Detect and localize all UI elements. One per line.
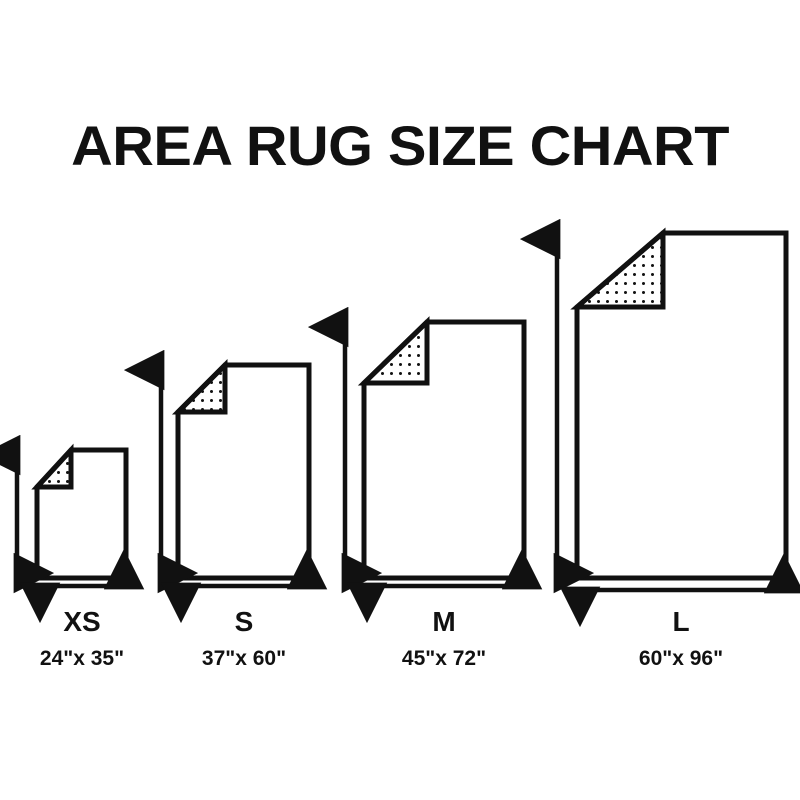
fold-backing-xs (31, 443, 74, 490)
size-label-m: M (432, 606, 455, 637)
size-dims-m: 45"x 72" (402, 647, 486, 670)
size-label-xs: XS (63, 606, 100, 637)
rug-figure-l: L 60"x 96" (519, 218, 800, 670)
fold-backing-m (357, 316, 430, 386)
size-label-l: L (672, 606, 689, 637)
fold-backing-s (171, 358, 228, 415)
size-label-s: S (235, 606, 254, 637)
rug-figure-s: S 37"x 60" (123, 349, 328, 670)
fold-backing-l (570, 227, 666, 310)
page-title: AREA RUG SIZE CHART (71, 114, 729, 177)
rug-figure-xs: XS 24"x 35" (0, 434, 145, 670)
size-dims-xs: 24"x 35" (40, 647, 124, 670)
rug-figure-m: M 45"x 72" (307, 306, 543, 670)
size-dims-l: 60"x 96" (639, 647, 723, 670)
size-dims-s: 37"x 60" (202, 647, 286, 670)
